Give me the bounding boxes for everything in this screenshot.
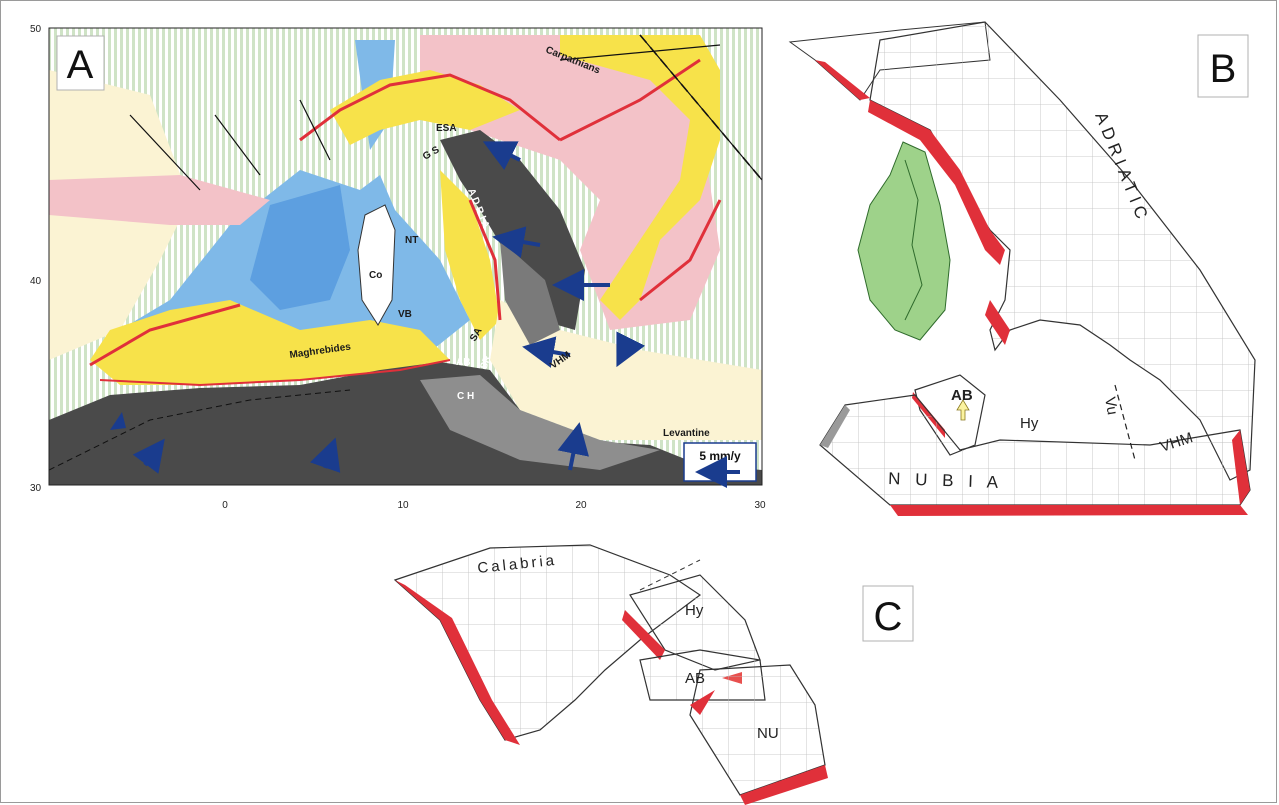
velocity-arrow-2 [492,226,541,258]
ab-arrow-icon [956,399,970,421]
panel-b-block: B ADRIATIC AB Hy Vu VHM N U B I A [788,21,1256,516]
calabria-edge [395,580,520,745]
adriatic-edge-2 [985,300,1010,345]
scale-label: 5 mm/y [699,449,741,463]
label-b-nubia: N U B I A [888,469,1004,492]
sardinia-shape [857,141,951,341]
plate-boundary [49,389,351,471]
velocity-arrow-6 [132,438,165,474]
label-sr: SR [478,353,493,371]
label-b-ab: AB [951,387,973,404]
label-ch: C H [457,391,474,402]
nubia-edge [890,505,1248,516]
panel-a-map: A 50 40 30 0 10 20 30 Carpathians ESA A … [30,24,766,511]
velocity-arrow-7 [310,437,341,473]
adria-foreland [500,240,560,345]
vu-boundary [1114,384,1136,461]
y-tick-50: 50 [30,24,42,35]
y-tick-40: 40 [30,276,42,287]
label-c-ab: AB [685,670,705,687]
panel-b-letter-box [1197,34,1249,98]
x-tick-30: 30 [754,500,766,511]
velocity-arrow-5 [616,331,646,368]
sardinia-outline [904,159,923,321]
label-ab: AB [456,357,470,368]
label-c-nu: NU [757,725,779,742]
c-red-arrow [690,690,715,715]
pyrenees-region [49,175,270,225]
alpine-orogen [330,70,520,145]
nubia-edge-2 [1232,430,1250,505]
thrust-front-4 [639,199,722,302]
x-tick-0: 0 [222,500,228,511]
thrust-front-2 [299,73,561,142]
label-levantine: Levantine [663,428,710,439]
faults [129,34,762,191]
apennines-orogen [440,170,500,340]
ionian-basin [490,300,762,440]
carpathian-orogen [560,35,720,320]
thrust-front-5 [468,199,502,321]
label-vb: VB [398,309,412,320]
sirte-region [420,375,660,470]
label-b-vu: Vu [1101,396,1121,416]
panel-b-letter: B [1210,47,1237,91]
velocity-arrow-9 [110,412,126,430]
nubia-side [820,405,850,448]
x-tick-20: 20 [575,500,587,511]
velocity-arrow-8 [557,422,589,471]
panel-a-letter-box [56,35,105,91]
label-esa: ESA [436,123,457,134]
adriatic-edge [868,100,1005,265]
label-co: Co [369,270,382,281]
x-tick-10: 10 [397,500,409,511]
thrust-front-6 [99,359,451,387]
nubia-slab [819,394,1251,506]
slab-edge-1 [815,60,870,100]
panel-c-letter-box [862,585,914,642]
hy-edge [622,610,665,660]
corsica-sardinia [357,204,396,326]
panel-a-letter: A [67,43,94,87]
panel-c-letter: C [874,595,903,639]
y-tick-30: 30 [30,483,42,494]
nu-edge [740,765,828,805]
velocity-arrow-4 [522,336,571,368]
calabria-dash [639,559,701,591]
label-c-hy: Hy [685,602,704,619]
label-nt: NT [405,235,418,246]
velocity-arrow-1 [482,141,521,171]
label-b-hy: Hy [1020,415,1039,432]
panel-c-block: C Calabria Hy AB NU [393,544,914,805]
algero-provencal-basin [250,185,350,310]
map-border [48,27,763,486]
thrust-front-1 [89,303,241,367]
thrust-front-3 [559,58,701,142]
